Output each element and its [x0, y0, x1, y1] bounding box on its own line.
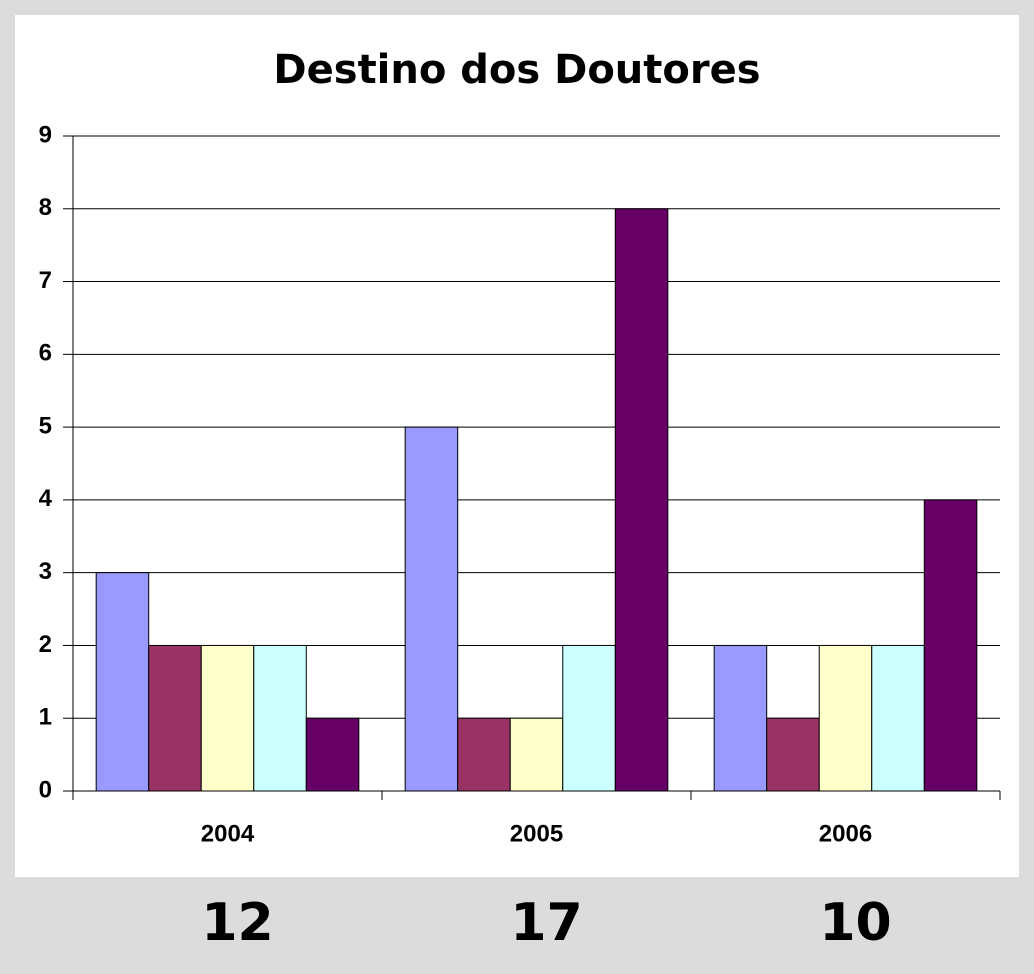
- bar: [457, 717, 511, 792]
- bar: [562, 644, 616, 792]
- bar: [614, 208, 669, 792]
- total-label: 17: [510, 893, 582, 953]
- bar: [253, 644, 307, 792]
- y-tick-label: 5: [39, 412, 52, 439]
- bar: [766, 717, 820, 792]
- x-tick-label: 2005: [510, 820, 563, 847]
- y-tick-label: 2: [39, 631, 52, 658]
- bar: [818, 644, 873, 792]
- bar: [305, 717, 360, 792]
- bar: [404, 426, 459, 792]
- bar: [200, 644, 255, 792]
- y-tick-label: 8: [39, 194, 52, 221]
- bar: [923, 499, 978, 792]
- bar: [713, 644, 768, 792]
- bar: [148, 644, 202, 792]
- x-tick-label: 2004: [201, 820, 255, 847]
- y-tick-label: 1: [39, 704, 52, 731]
- y-tick-label: 4: [39, 485, 53, 512]
- bar: [509, 717, 564, 792]
- bar: [871, 644, 925, 792]
- bar: [95, 572, 150, 792]
- y-tick-label: 0: [39, 776, 52, 803]
- chart-title: Destino dos Doutores: [273, 47, 760, 93]
- x-tick-label: 2006: [819, 820, 872, 847]
- y-tick-label: 3: [39, 558, 52, 585]
- total-label: 10: [819, 893, 891, 953]
- total-label: 12: [201, 893, 273, 953]
- y-tick-label: 7: [39, 267, 52, 294]
- y-tick-label: 6: [39, 340, 52, 367]
- y-tick-label: 9: [39, 121, 52, 148]
